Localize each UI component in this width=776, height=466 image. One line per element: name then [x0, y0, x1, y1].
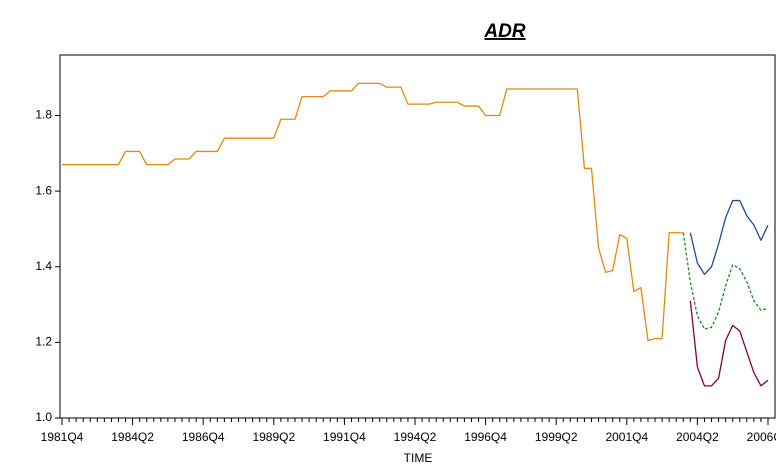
- x-tick-label: 1984Q2: [111, 430, 154, 444]
- x-tick-label: 1986Q4: [182, 430, 225, 444]
- series-line: [689, 300, 769, 387]
- x-tick-label: 1996Q4: [464, 430, 507, 444]
- x-tick-label: 1981Q4: [41, 430, 84, 444]
- y-tick-label: 1.2: [35, 335, 52, 349]
- series-line: [689, 199, 769, 275]
- x-tick-label: 1994Q2: [394, 430, 437, 444]
- x-tick-label: 2004Q2: [676, 430, 719, 444]
- chart-title: ADR: [483, 21, 525, 42]
- x-tick-label: 2006Q4: [747, 430, 776, 444]
- x-tick-label: 2001Q4: [605, 430, 648, 444]
- series-line: [62, 82, 684, 342]
- y-tick-label: 1.0: [35, 410, 52, 424]
- series-line: [682, 232, 769, 330]
- x-tick-label: 1991Q4: [323, 430, 366, 444]
- y-tick-label: 1.4: [35, 259, 52, 273]
- x-axis-label: TIME: [404, 451, 433, 465]
- x-tick-label: 1999Q2: [535, 430, 578, 444]
- y-tick-label: 1.6: [35, 183, 52, 197]
- plot-frame: [59, 54, 776, 419]
- y-tick-label: 1.8: [35, 108, 52, 122]
- x-tick-label: 1989Q2: [252, 430, 295, 444]
